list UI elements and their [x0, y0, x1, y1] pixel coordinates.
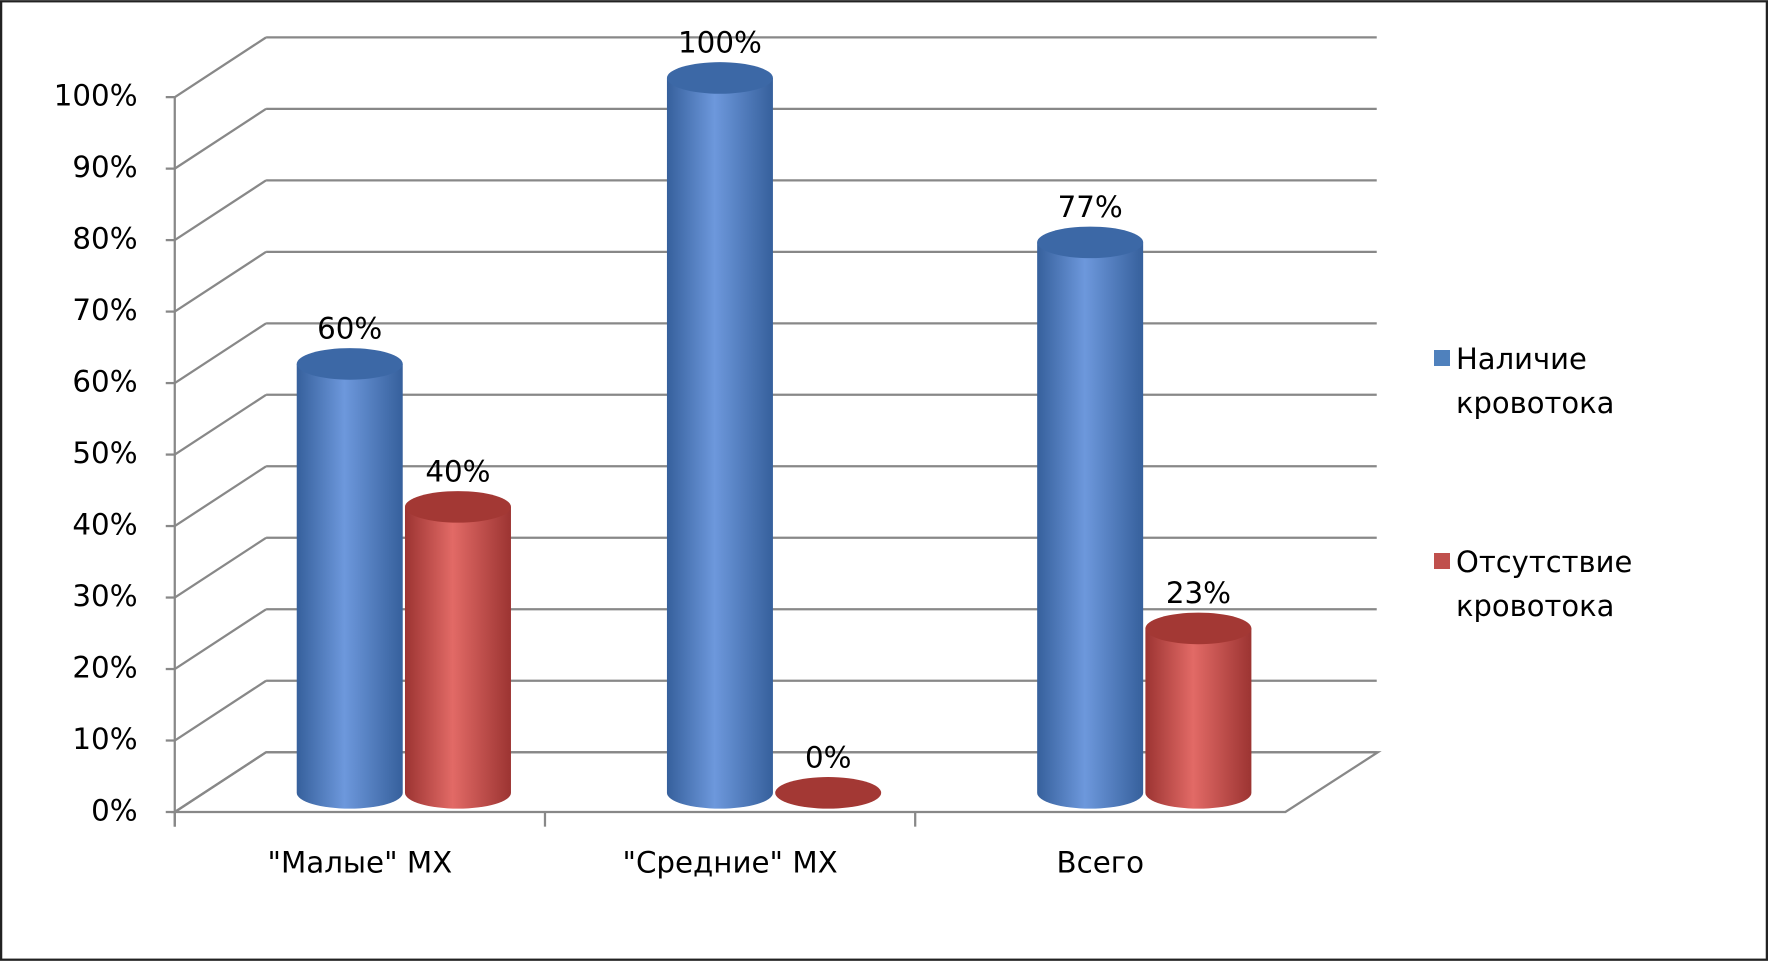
- grid-line-side: [174, 107, 267, 170]
- grid-line-side: [174, 536, 267, 599]
- cylinder: [1145, 612, 1252, 809]
- cylinder-top: [1145, 612, 1252, 645]
- value-label: 40%: [425, 455, 490, 489]
- y-tick-label: 0%: [91, 794, 137, 828]
- x-tick-label: "Средние" МХ: [623, 845, 838, 879]
- legend-entry: Наличие кровотока: [1434, 337, 1686, 425]
- cylinder-top: [296, 348, 403, 380]
- grid-line-side: [174, 679, 267, 742]
- grid-line-side: [174, 751, 267, 813]
- legend-swatch: [1434, 552, 1450, 569]
- value-label: 0%: [805, 741, 851, 775]
- y-tick-label: 40%: [72, 508, 137, 542]
- y-tick-label: 50%: [72, 436, 137, 470]
- value-label: 60%: [317, 312, 382, 346]
- grid-line-side: [174, 179, 267, 242]
- cylinder: [1037, 226, 1144, 809]
- y-tick-label: 60%: [72, 365, 137, 399]
- grid-line-side: [174, 608, 267, 670]
- grid-line-side: [174, 250, 267, 313]
- legend-entry: Отсутствие кровотока: [1434, 540, 1686, 628]
- cylinder: [404, 491, 511, 809]
- grid-line-side: [174, 465, 267, 527]
- y-tick-label: 30%: [72, 579, 137, 613]
- cylinder-body: [666, 77, 773, 809]
- grid-line-side: [174, 393, 267, 456]
- legend-label: Наличие кровотока: [1456, 341, 1615, 420]
- cylinder: [666, 62, 773, 809]
- cylinder-top: [1037, 226, 1144, 259]
- cylinder: [775, 777, 882, 809]
- x-tick-label: "Малые" МХ: [268, 845, 453, 879]
- grid-line-side: [174, 322, 267, 385]
- legend-swatch: [1434, 349, 1450, 366]
- x-tick-label: Всего: [1057, 845, 1145, 879]
- cylinder-body: [296, 363, 403, 809]
- cylinder-body: [404, 506, 511, 809]
- y-tick-label: 20%: [72, 651, 137, 685]
- cylinder-body: [1037, 242, 1144, 809]
- cylinder-top: [666, 62, 773, 94]
- y-tick-label: 10%: [72, 722, 137, 756]
- y-tick-label: 100%: [54, 79, 138, 113]
- value-label: 77%: [1058, 190, 1123, 224]
- value-label: 100%: [678, 26, 762, 60]
- cylinder-top: [404, 491, 511, 523]
- cylinder: [296, 348, 403, 809]
- legend-label: Отсутствие кровотока: [1456, 544, 1633, 623]
- grid-line-side: [174, 36, 267, 99]
- y-tick-label: 70%: [72, 293, 137, 327]
- value-label: 23%: [1166, 576, 1231, 610]
- cylinder-body: [1145, 628, 1252, 809]
- cylinder-top: [775, 777, 882, 809]
- y-tick-label: 80%: [72, 222, 137, 256]
- y-tick-label: 90%: [72, 150, 137, 184]
